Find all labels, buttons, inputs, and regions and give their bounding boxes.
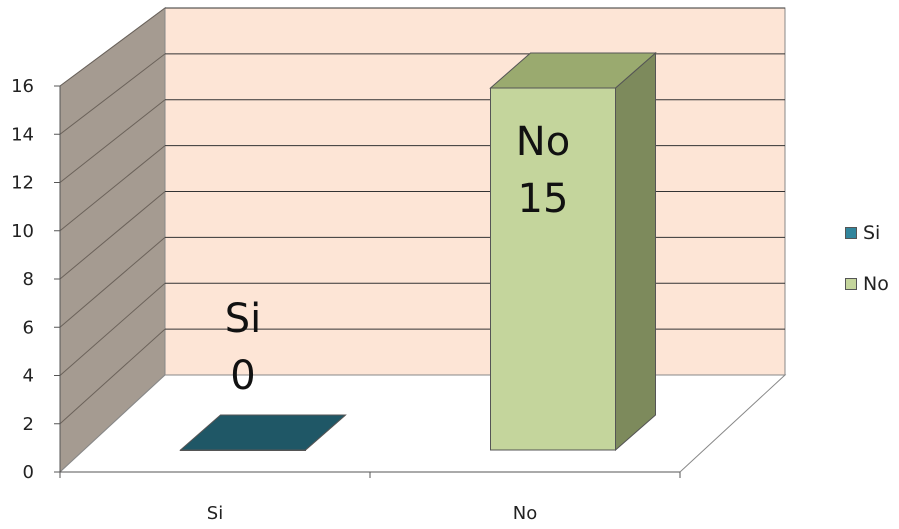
legend-label-no: No [863, 273, 889, 295]
legend-item-no: No [845, 271, 889, 297]
bar-no-top [489, 52, 657, 89]
bar-no-side [615, 51, 656, 452]
floor [58, 374, 787, 473]
bar-no-front [490, 87, 616, 451]
gridline-side [59, 236, 166, 328]
y-tick-label: 2 [23, 414, 34, 435]
data-label-si-category: Si [225, 296, 262, 342]
y-tick-label: 14 [11, 124, 34, 145]
legend-swatch-no [845, 278, 857, 290]
legend: Si No [845, 220, 889, 322]
x-tick-label-no: No [513, 503, 537, 524]
data-label-no-value: 15 [518, 176, 569, 222]
y-tick-label: 8 [23, 269, 34, 290]
y-tick-label: 16 [11, 76, 34, 97]
gridline-side [59, 282, 166, 376]
gridline-side [59, 191, 166, 280]
legend-label-si: Si [863, 222, 881, 244]
gridline-side [59, 328, 166, 425]
legend-item-si: Si [845, 220, 889, 246]
data-label-si-value: 0 [230, 353, 255, 399]
gridline-side [59, 7, 166, 87]
y-tick-label: 0 [23, 462, 34, 483]
data-label-no-category: No [516, 119, 570, 165]
y-tick-label: 4 [23, 366, 34, 387]
bar-si-top [179, 414, 347, 451]
gridline-side [59, 99, 166, 183]
x-tick-label-si: Si [207, 503, 223, 524]
y-tick-label: 6 [23, 317, 34, 338]
y-tick-label: 10 [11, 221, 34, 242]
gridline-side [59, 145, 166, 232]
y-tick-label: 12 [11, 173, 34, 194]
legend-swatch-si [845, 227, 857, 239]
gridline-side [59, 53, 166, 135]
